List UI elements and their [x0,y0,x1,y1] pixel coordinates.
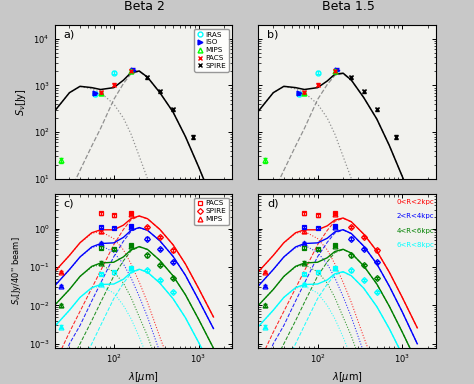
Text: 4<R<6kpc: 4<R<6kpc [397,228,434,234]
Text: c): c) [64,199,74,209]
Text: b): b) [267,30,279,40]
Text: a): a) [64,30,74,40]
X-axis label: $\lambda$[$\mu$m]: $\lambda$[$\mu$m] [332,370,363,384]
Text: d): d) [267,199,279,209]
Y-axis label: $S_{\nu}$[Jy/40'' beam]: $S_{\nu}$[Jy/40'' beam] [10,237,23,305]
X-axis label: $\lambda$[$\mu$m]: $\lambda$[$\mu$m] [128,370,159,384]
Y-axis label: $S_{\nu}$[Jy]: $S_{\nu}$[Jy] [14,88,28,116]
Text: 0<R<2kpc: 0<R<2kpc [397,199,434,205]
Text: 6<R<8kpc: 6<R<8kpc [396,242,434,248]
Text: 2<R<4kpc: 2<R<4kpc [397,213,434,219]
Text: Beta 2: Beta 2 [124,0,165,13]
Legend: IRAS, ISO, MIPS, PACS, SPIRE: IRAS, ISO, MIPS, PACS, SPIRE [194,28,228,72]
Legend: PACS, SPIRE, MIPS: PACS, SPIRE, MIPS [194,197,228,225]
Text: Beta 1.5: Beta 1.5 [322,0,375,13]
